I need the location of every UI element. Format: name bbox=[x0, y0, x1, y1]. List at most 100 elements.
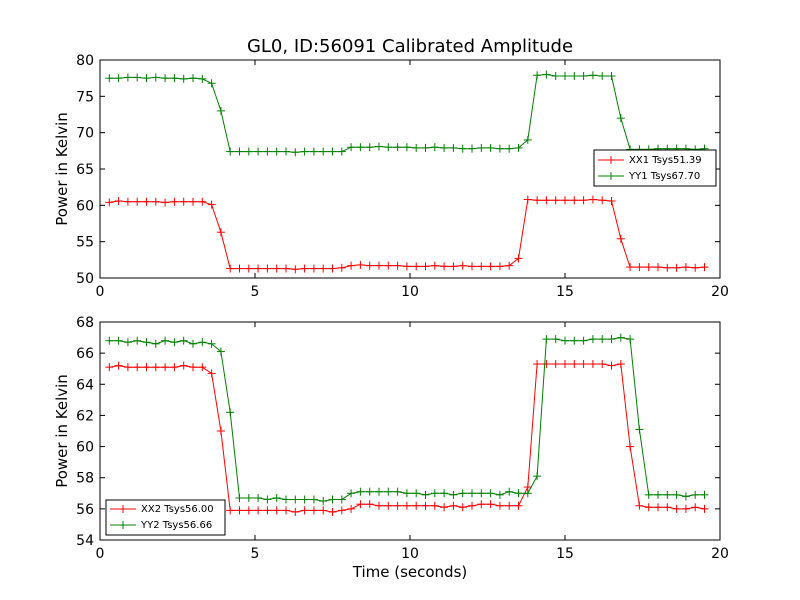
data-point-yy1 bbox=[542, 70, 551, 79]
data-point-xx2 bbox=[644, 503, 653, 512]
data-point-xx2 bbox=[412, 501, 421, 510]
x-axis-label: Time (seconds) bbox=[352, 563, 468, 581]
y-tick-label: 66 bbox=[76, 346, 94, 362]
y-tick-label: 64 bbox=[76, 377, 94, 393]
data-point-xx2 bbox=[384, 501, 393, 510]
data-point-yy2 bbox=[551, 335, 560, 344]
data-point-yy1 bbox=[616, 114, 625, 123]
data-point-xx1 bbox=[458, 261, 467, 270]
data-point-yy2 bbox=[272, 493, 281, 502]
data-point-yy1 bbox=[393, 143, 402, 152]
data-point-xx2 bbox=[681, 504, 690, 513]
data-point-yy1 bbox=[235, 147, 244, 156]
data-point-yy2 bbox=[170, 338, 179, 347]
data-point-xx2 bbox=[430, 501, 439, 510]
data-point-xx2 bbox=[505, 501, 514, 510]
data-point-xx2 bbox=[291, 507, 300, 516]
y-tick-label: 54 bbox=[76, 533, 94, 549]
data-point-xx2 bbox=[272, 506, 281, 515]
data-point-yy2 bbox=[514, 489, 523, 498]
data-point-yy2 bbox=[626, 335, 635, 344]
data-point-xx1 bbox=[114, 196, 123, 205]
data-point-yy1 bbox=[179, 74, 188, 83]
data-point-yy1 bbox=[533, 71, 542, 80]
data-point-yy2 bbox=[375, 487, 383, 496]
data-point-yy2 bbox=[691, 490, 700, 499]
data-point-xx2 bbox=[263, 506, 272, 515]
data-point-xx2 bbox=[375, 501, 383, 510]
data-point-yy2 bbox=[161, 336, 170, 345]
data-point-xx1 bbox=[542, 196, 551, 205]
data-point-yy1 bbox=[402, 143, 411, 152]
data-point-xx1 bbox=[468, 262, 476, 271]
top-plot-series bbox=[105, 70, 709, 274]
data-point-xx2 bbox=[216, 427, 225, 435]
y-tick-label: 60 bbox=[76, 198, 94, 214]
data-point-yy1 bbox=[207, 79, 216, 88]
top-y-axis-label: Power in Kelvin bbox=[53, 112, 71, 226]
data-point-xx2 bbox=[402, 501, 411, 510]
data-point-yy2 bbox=[458, 489, 467, 498]
data-point-yy1 bbox=[561, 71, 569, 80]
data-point-yy2 bbox=[533, 472, 542, 481]
data-point-xx1 bbox=[598, 196, 607, 205]
data-point-xx2 bbox=[226, 506, 235, 515]
data-point-yy1 bbox=[189, 74, 197, 83]
data-point-xx1 bbox=[626, 263, 635, 272]
bottom-plot-ticks: 0 5 10 15 20 54 56 58 60 62 64 66 68 bbox=[76, 315, 729, 562]
legend-label-yy2: YY2 Tsys56.66 bbox=[140, 520, 212, 531]
data-point-xx1 bbox=[282, 264, 290, 273]
data-point-xx2 bbox=[328, 507, 337, 516]
data-point-yy2 bbox=[226, 408, 235, 417]
data-point-yy1 bbox=[384, 143, 393, 152]
data-point-xx1 bbox=[551, 196, 560, 205]
data-point-yy1 bbox=[319, 147, 328, 156]
bottom-legend: XX2 Tsys56.00 YY2 Tsys56.66 bbox=[105, 499, 226, 536]
top-legend: XX1 Tsys51.39 YY1 Tsys67.70 bbox=[593, 149, 717, 187]
data-point-yy1 bbox=[282, 147, 290, 156]
data-point-xx1 bbox=[486, 262, 495, 271]
y-tick-label: 60 bbox=[76, 440, 94, 456]
data-point-yy2 bbox=[244, 493, 253, 502]
data-point-yy2 bbox=[133, 336, 142, 345]
data-point-xx2 bbox=[626, 442, 635, 451]
data-point-xx2 bbox=[151, 363, 160, 372]
data-point-xx2 bbox=[458, 503, 467, 512]
data-point-yy1 bbox=[505, 144, 514, 153]
data-point-xx1 bbox=[672, 263, 681, 272]
x-tick-label: 10 bbox=[401, 284, 419, 300]
data-point-yy2 bbox=[179, 336, 188, 345]
data-point-yy1 bbox=[216, 106, 225, 115]
data-point-xx2 bbox=[142, 363, 151, 372]
data-point-xx2 bbox=[700, 504, 709, 513]
data-point-yy2 bbox=[654, 490, 662, 499]
data-point-yy2 bbox=[616, 333, 625, 342]
data-point-xx2 bbox=[551, 360, 560, 369]
data-point-yy1 bbox=[133, 73, 142, 82]
data-point-xx2 bbox=[477, 500, 486, 509]
data-point-yy1 bbox=[347, 143, 356, 152]
data-point-xx1 bbox=[384, 261, 393, 270]
data-point-xx2 bbox=[235, 506, 244, 515]
data-point-xx1 bbox=[337, 263, 346, 272]
data-point-yy2 bbox=[105, 336, 114, 345]
data-point-yy2 bbox=[588, 335, 597, 344]
data-point-yy1 bbox=[142, 74, 151, 83]
data-point-xx2 bbox=[300, 506, 309, 515]
y-tick-label: 70 bbox=[76, 126, 94, 142]
data-point-xx2 bbox=[254, 506, 263, 515]
data-point-xx2 bbox=[468, 501, 476, 510]
data-point-xx1 bbox=[505, 261, 514, 270]
x-tick-label: 15 bbox=[556, 546, 574, 562]
data-point-xx1 bbox=[691, 263, 700, 272]
data-point-xx2 bbox=[189, 363, 197, 372]
data-point-yy2 bbox=[561, 336, 569, 345]
x-tick-label: 20 bbox=[711, 546, 729, 562]
data-point-yy1 bbox=[375, 142, 383, 151]
data-point-yy2 bbox=[151, 339, 160, 348]
data-point-yy2 bbox=[328, 495, 337, 504]
data-point-xx1 bbox=[375, 261, 383, 270]
data-point-yy1 bbox=[105, 74, 114, 83]
data-point-yy2 bbox=[681, 492, 690, 501]
data-point-yy1 bbox=[337, 147, 346, 156]
